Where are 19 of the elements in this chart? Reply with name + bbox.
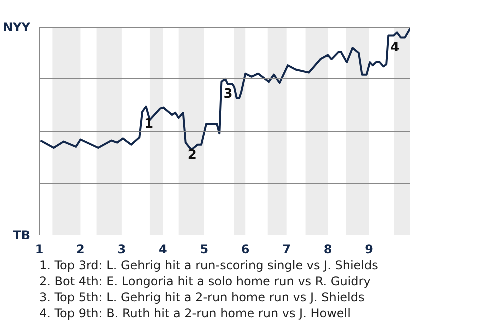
ref-line-label: TB: [13, 228, 31, 242]
text: 1. Top 3rd: L. Gehrig hit a run-scoring single vs J. Shields: [40, 258, 378, 272]
annotation: 4: [390, 40, 400, 56]
annotation: 3: [224, 87, 233, 102]
x-tick-label: 5: [200, 242, 209, 256]
x-tick-label: 8: [324, 242, 332, 256]
x-tick-label: 2: [76, 242, 85, 256]
x-tick-label: 6: [241, 242, 250, 256]
x-tick-label: 1: [35, 242, 44, 256]
annotation: 2: [188, 148, 197, 163]
annotation: 1: [144, 116, 154, 132]
text: 2. Bot 4th: E. Longoria hit a solo home run vs R. Guidry: [40, 274, 371, 288]
text: 4. Top 9th: B. Ruth hit a 2-run home run vs J. Howell: [40, 306, 351, 320]
text: 3. Top 5th: L. Gehrig hit a 2-run home run vs J. Shields: [40, 290, 365, 304]
x-tick-label: 4: [158, 242, 168, 256]
x-tick-label: 3: [118, 242, 126, 256]
x-tick-label: 7: [282, 242, 292, 256]
x-tick-label: 9: [365, 242, 374, 256]
ref-line-label: NYY: [3, 20, 31, 34]
